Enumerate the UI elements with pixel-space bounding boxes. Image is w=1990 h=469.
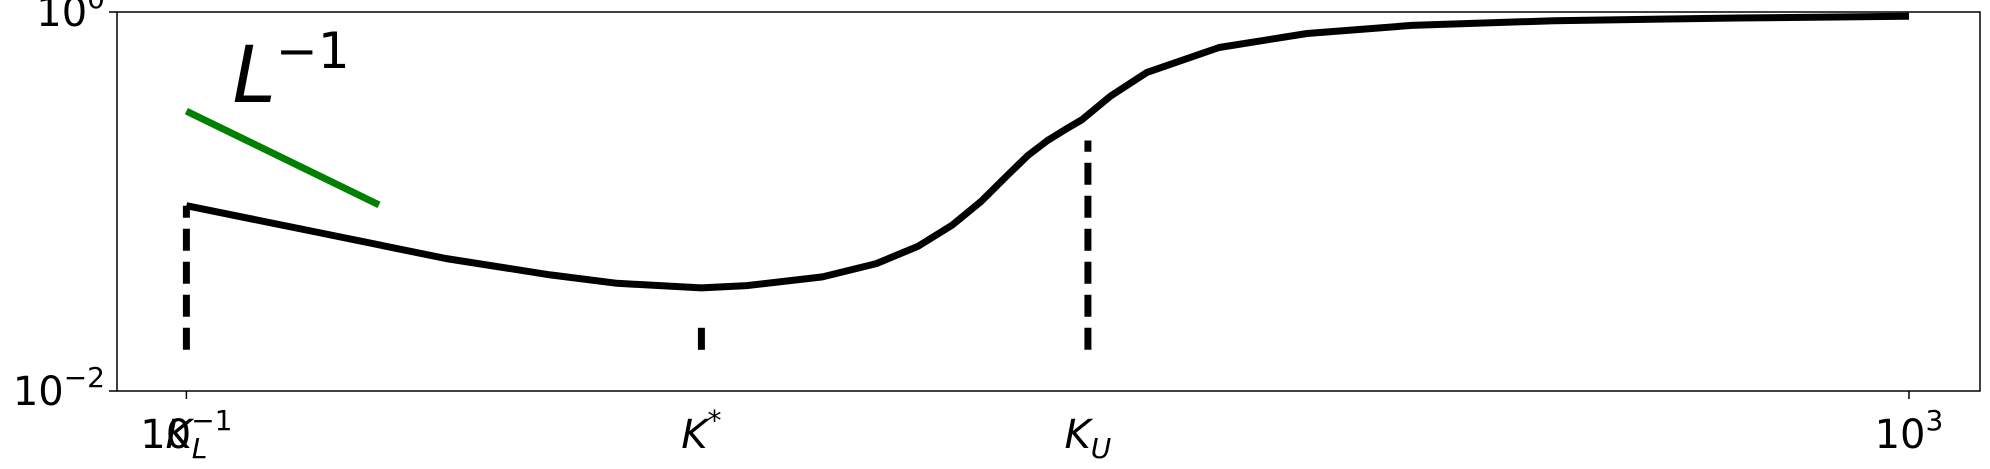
series-line-2 [184, 107, 381, 209]
x-tick-label-1: 10−1 [140, 404, 232, 458]
y-tick-label-2: 100 [36, 0, 105, 36]
marker-label-2: K* [681, 404, 721, 458]
plot-area-frame [116, 11, 1981, 392]
marker-label-1: KL [165, 412, 207, 465]
series-line-1 [185, 12, 1910, 292]
slope-annotation-1: L−1 [232, 22, 349, 121]
marker-label-3: KU [1065, 412, 1112, 465]
annotations-layer: L−1 [232, 22, 349, 121]
marker-lines-layer [182, 140, 1092, 350]
y-tick-label-1: 10−2 [13, 361, 105, 415]
axis-ticks-layer: 10−2 100 10−1 103 KL K* KU [13, 0, 1944, 465]
x-tick-label-2: 103 [1875, 404, 1944, 458]
series-layer [184, 12, 1910, 292]
